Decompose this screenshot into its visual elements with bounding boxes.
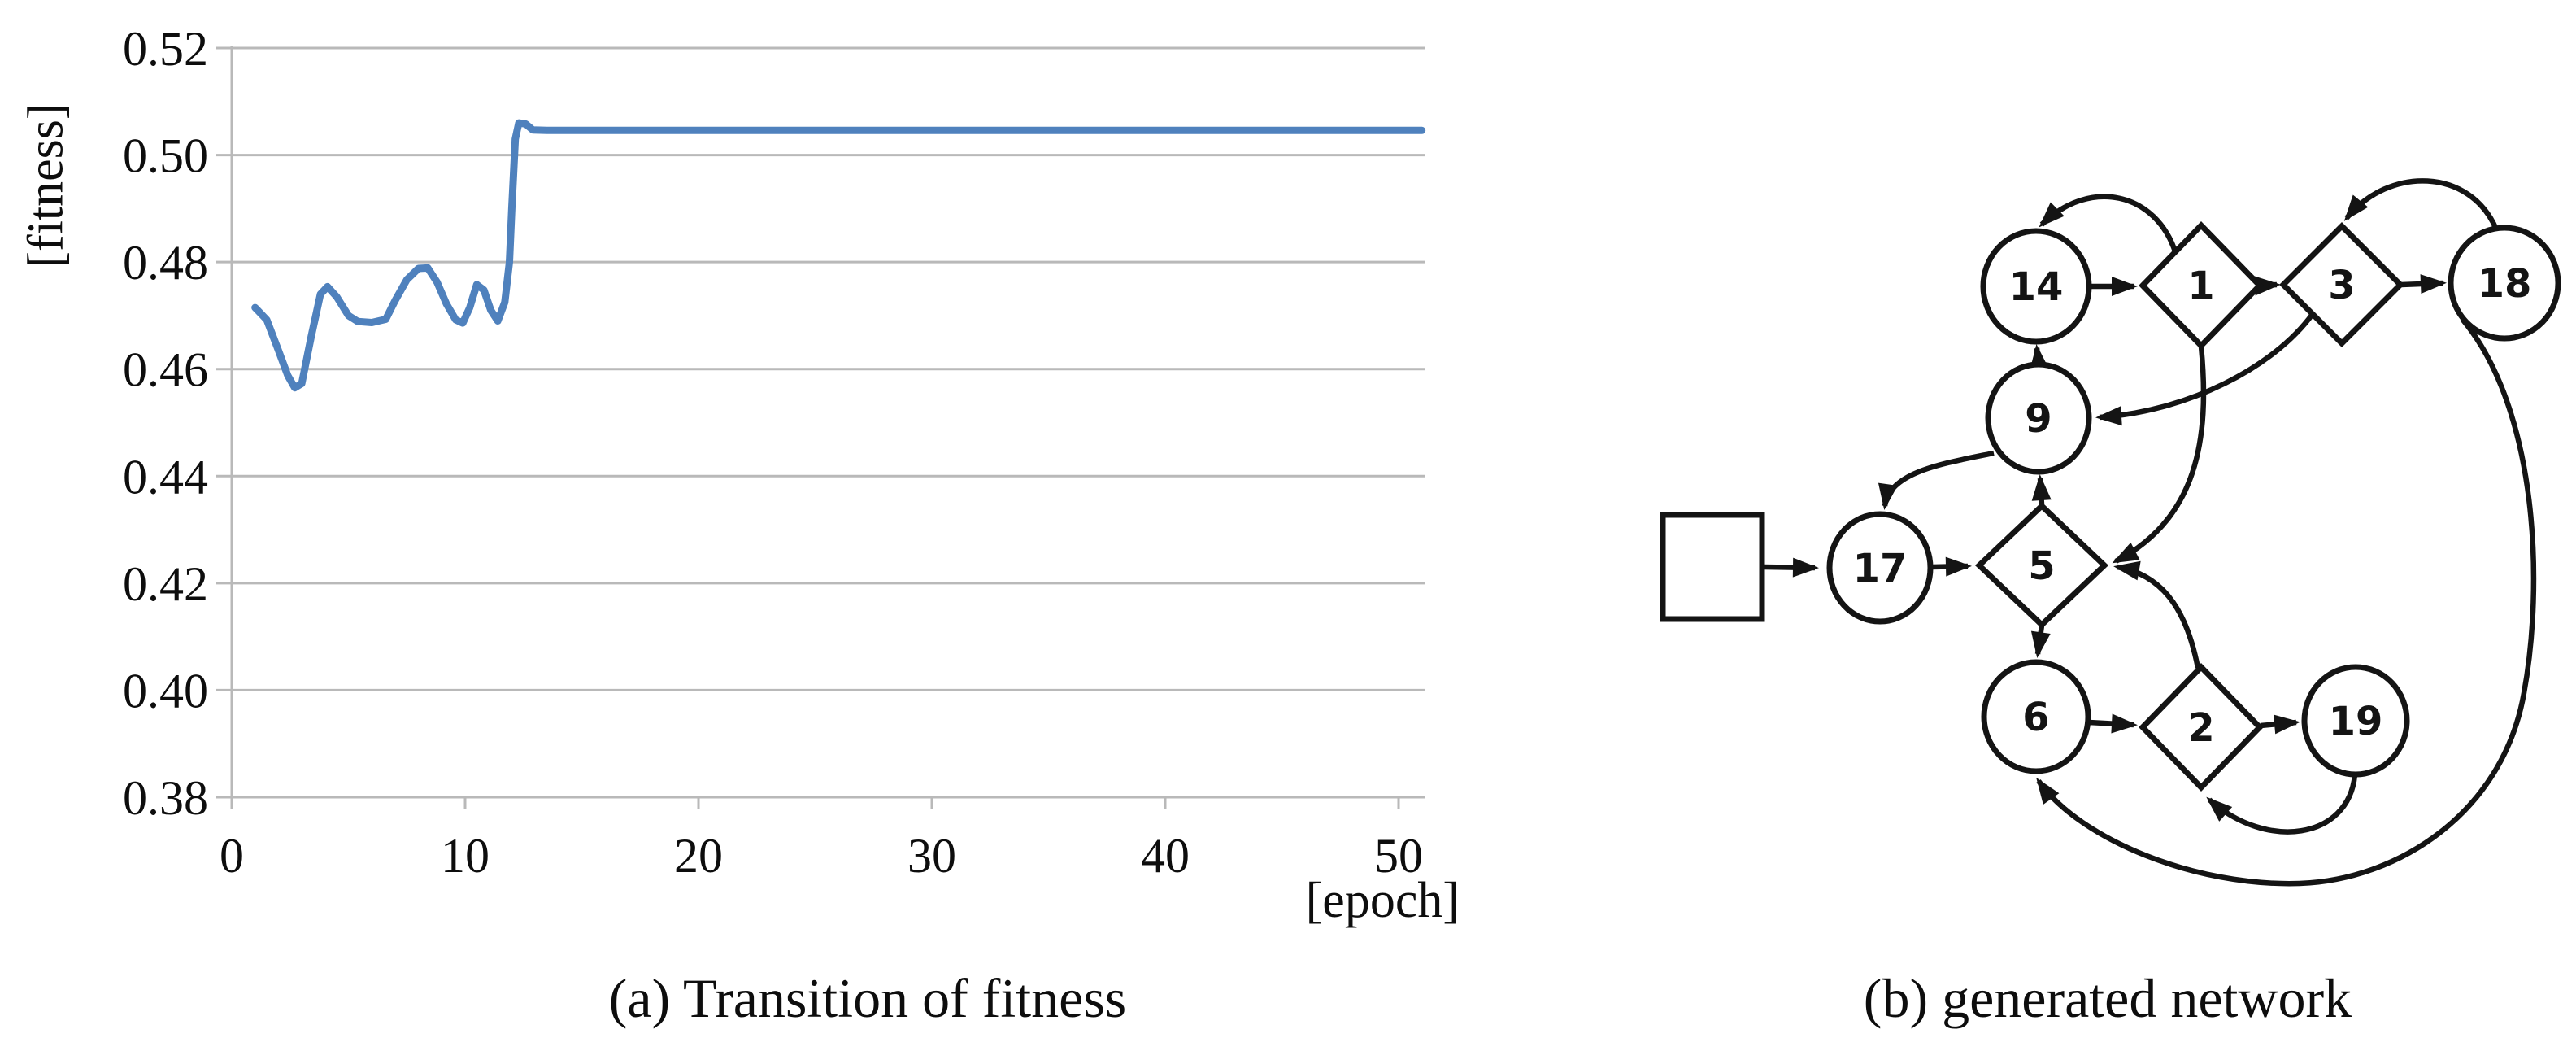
y-tick-label: 0.50 (123, 129, 208, 183)
network-node-label-19: 19 (2329, 699, 2383, 744)
network-edge-17-5 (1931, 556, 1972, 577)
network-edge-5-6 (2030, 625, 2051, 658)
network-node-label-6: 6 (2022, 695, 2049, 740)
x-tick-label: 0 (220, 829, 244, 883)
network-node-17 (1826, 511, 1934, 625)
network-edge-2-5 (2113, 560, 2201, 669)
figure-b-caption: (b) generated network (1863, 967, 2352, 1029)
network-node-5 (1974, 502, 2109, 629)
figure-a-caption: (a) Transition of fitness (608, 967, 1127, 1029)
y-tick-label: 0.46 (123, 343, 208, 397)
start-node (1660, 512, 1765, 622)
network-node-label-3: 3 (2328, 263, 2355, 308)
network-edge-3-9 (2095, 312, 2315, 426)
y-tick-label: 0.38 (123, 771, 208, 825)
network-edge-5-9 (2031, 474, 2052, 505)
network-edge-9-17 (1878, 450, 1995, 510)
network-node-label-1: 1 (2187, 264, 2214, 309)
y-tick-label: 0.52 (123, 22, 208, 76)
network-edge-6-2 (2088, 713, 2138, 734)
network-node-label-9: 9 (2025, 396, 2052, 442)
network-edges (1763, 178, 2537, 887)
fitness-line-series (251, 119, 1426, 392)
x-tick-label: 50 (1374, 829, 1423, 883)
network-node-19 (2301, 664, 2410, 778)
network-node-label-2: 2 (2187, 705, 2214, 751)
network-node-label-18: 18 (2478, 261, 2532, 307)
x-tick-label: 10 (441, 829, 490, 883)
network-edge-18-3 (2343, 178, 2499, 231)
network-node-label-5: 5 (2028, 543, 2055, 589)
network-node-6 (1981, 659, 2091, 774)
network-node-14 (1980, 228, 2092, 345)
network-node-label-17: 17 (1853, 546, 1908, 591)
x-tick-label: 20 (674, 829, 723, 883)
y-axis-label: [fitness] (18, 102, 74, 268)
x-axis-label: [epoch] (1305, 873, 1460, 928)
network-node-18 (2448, 225, 2561, 342)
network-edge-18-6 (2036, 316, 2537, 887)
y-tick-label: 0.40 (123, 664, 208, 717)
network-edge-9-14 (2030, 344, 2049, 372)
x-tick-label: 30 (907, 829, 956, 883)
network-node-3 (2279, 222, 2404, 347)
network-nodes: 17 5 9 14 1 3 18 6 2 19 (1660, 220, 2561, 792)
y-tick-label: 0.44 (123, 450, 208, 504)
network-edge-19-2 (2206, 774, 2358, 835)
network-edge-1-14 (2039, 194, 2179, 255)
network-node-2 (2139, 662, 2264, 792)
y-tick-label: 0.48 (123, 236, 208, 290)
y-tick-label: 0.42 (123, 557, 208, 611)
network-edge-start-17 (1763, 557, 1819, 578)
network-node-9 (1985, 361, 2092, 475)
network-edge-2-19 (2260, 714, 2300, 735)
network-edge-1-5 (2112, 346, 2207, 564)
network-edge-3-18 (2400, 274, 2447, 294)
x-tick-label: 40 (1141, 829, 1190, 883)
network-node-1 (2139, 220, 2264, 351)
network-node-label-14: 14 (2009, 264, 2064, 310)
